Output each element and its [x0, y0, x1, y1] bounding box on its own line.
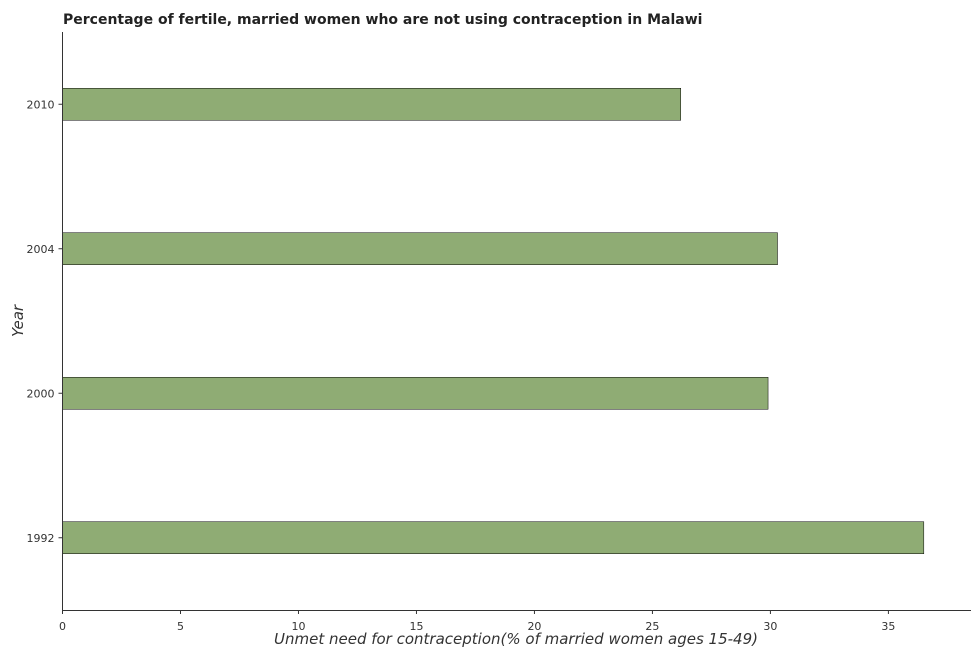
- y-axis-label: Year: [9, 304, 27, 337]
- bar-2004: [63, 233, 778, 265]
- bar-2010: [63, 88, 681, 120]
- y-ticks: 1992 2000 2004 2010: [27, 98, 63, 545]
- y-tick-label-1992: 1992: [27, 532, 55, 545]
- bars: [63, 88, 924, 554]
- bar-1992: [63, 522, 924, 554]
- x-tick-label-0: 0: [59, 620, 66, 633]
- x-tick-label-5: 5: [177, 620, 184, 633]
- y-tick-label-2010: 2010: [27, 98, 55, 111]
- bar-2000: [63, 377, 769, 409]
- x-tick-label-35: 35: [881, 620, 895, 633]
- x-tick-label-30: 30: [763, 620, 777, 633]
- chart-title: Percentage of fertile, married women who…: [63, 12, 702, 28]
- y-tick-label-2000: 2000: [27, 387, 55, 400]
- x-axis-label: Unmet need for contraception(% of marrie…: [274, 630, 758, 648]
- y-tick-label-2004: 2004: [27, 243, 55, 256]
